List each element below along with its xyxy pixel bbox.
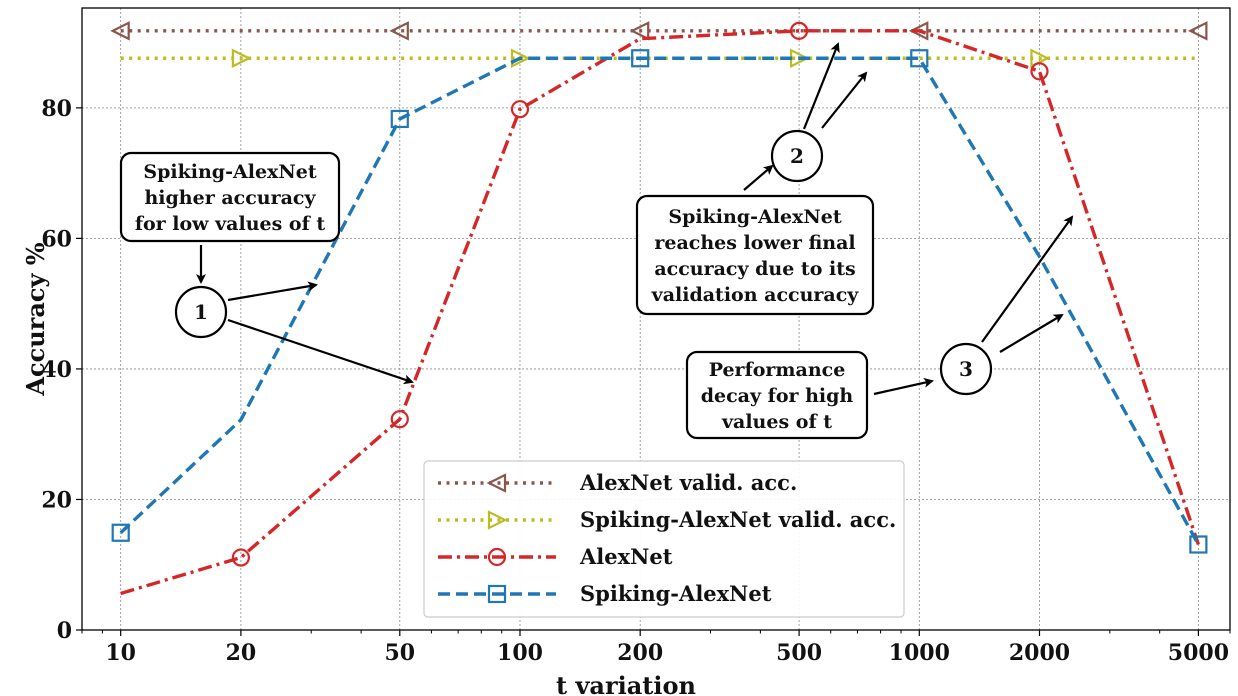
annotation-line: reaches lower final [654,232,855,254]
axes: 10 20 50 100 200 500 1000 2000 5000 0 20 40 60 80 t va… [21,96,1231,696]
annotation-arrow [802,42,840,130]
legend-entry: AlexNet valid. acc. [438,470,797,495]
y-tick-label: 80 [41,96,72,122]
point-marker-circle [1030,62,1049,81]
y-tick-label: 40 [41,357,72,383]
annotation-number: 2 [790,144,804,168]
annotation-line: higher accuracy [144,187,316,209]
point-marker-triangle-right [510,48,531,69]
annotation-circle [174,285,228,339]
legend-label: Spiking-AlexNet valid. acc. [580,507,896,532]
point-marker-circle [231,548,250,567]
annotation-circle [939,342,993,396]
legend-label: AlexNet valid. acc. [579,470,797,495]
x-axis-title: t variation [556,671,696,696]
y-tick-label: 0 [57,618,72,644]
point-marker-triangle-left [629,21,650,41]
annotation-arrow [999,313,1064,353]
series-3 [111,49,1208,554]
annotations: Spiking-AlexNet higher accuracy for low va… [119,42,1074,440]
annotation-arrow [821,71,868,129]
point-marker-triangle-left [1187,21,1208,41]
annotation-arrow [227,318,414,385]
annotation-box [685,350,869,440]
series-line [120,29,1200,596]
annotation-box [635,194,875,316]
annotation-number: 3 [959,357,973,381]
annotation-line: decay for high [701,385,854,407]
point-marker-square [390,109,409,129]
point-marker-circle [487,547,507,567]
x-tick-label: 1000 [889,640,950,666]
series-line [119,56,1200,546]
x-tick-label: 200 [617,640,663,666]
annotation-arrow [873,377,934,396]
plot-frame [81,7,1231,631]
annotation-arrow [743,164,774,191]
x-tick-label: 50 [384,640,415,666]
legend-box [423,460,905,618]
point-marker-square [111,523,130,542]
x-tick-label: 10 [105,640,136,666]
point-marker-square [631,49,650,68]
point-marker-triangle-left [486,473,507,493]
annotation-line: for low values of t [135,213,326,235]
annotation-arrow [227,281,318,302]
annotation-line: Performance [709,359,846,381]
legend-entry: Spiking-AlexNet [438,581,772,606]
annotation-line: Spiking-AlexNet [668,206,841,228]
legend-entry: Spiking-AlexNet valid. acc. [438,507,896,532]
point-marker-square [487,584,507,604]
point-marker-triangle-left [908,21,929,41]
series-layer [110,21,1208,596]
x-tick-label: 5000 [1168,640,1229,666]
legend-label: AlexNet [579,544,673,569]
point-marker-triangle-left [110,21,130,41]
x-tick-label: 100 [497,640,543,666]
point-marker-circle [390,410,409,429]
series-2 [120,21,1200,596]
point-marker-circle [789,21,809,40]
point-marker-triangle-left [389,21,409,41]
point-marker-triangle-right [487,510,508,530]
annotation-arrow [981,215,1074,343]
series-0 [110,21,1208,41]
annotation-box [119,151,341,243]
x-tick-label: 2000 [1009,640,1070,666]
annotation-line: accuracy due to its [654,258,855,280]
y-tick-label: 60 [41,226,72,252]
y-axis-title: Accuracy % [21,242,50,396]
annotation-line: validation accuracy [651,284,860,306]
legend-entry: AlexNet [438,544,673,569]
y-tick-label: 20 [41,487,72,513]
annotation-line: Spiking-AlexNet [143,161,316,183]
legend-label: Spiking-AlexNet [580,581,772,606]
x-tick-label: 20 [226,640,257,666]
point-marker-square [1189,535,1208,554]
point-marker-square [910,49,929,68]
point-marker-triangle-right [231,48,252,69]
legend: AlexNet valid. acc. Spiking-AlexNet valid… [423,460,905,618]
point-marker-circle [510,100,530,119]
annotation-number: 1 [194,300,208,324]
annotation-circle [770,129,824,183]
x-tick-label: 500 [776,640,822,666]
annotation-line: values of t [721,411,832,433]
